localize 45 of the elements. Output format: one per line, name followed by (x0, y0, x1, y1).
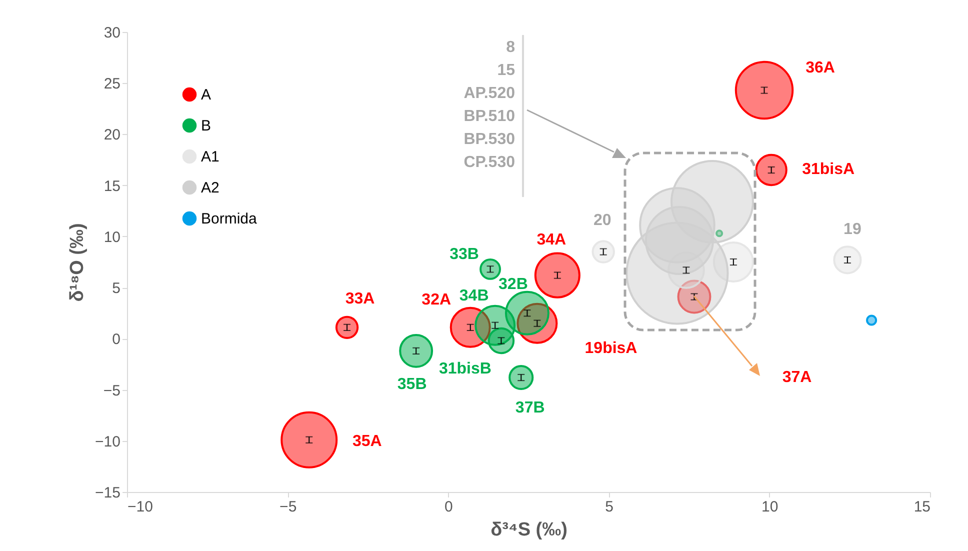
y-tick-label: 25 (104, 76, 120, 93)
y-tick-label: 30 (104, 24, 120, 42)
legend-label: A (201, 86, 212, 104)
x-tick-label: 15 (914, 498, 930, 516)
annotation: 34B (459, 287, 489, 304)
x-tick-label: 0 (444, 498, 453, 516)
annotation: 19bisA (584, 340, 638, 357)
x-axis-title: δ³⁴S (‰) (490, 520, 568, 540)
annotation: 31bisA (802, 161, 856, 178)
annotation: 19 (844, 220, 862, 238)
annotation: CP.530 (464, 154, 516, 171)
annotation: 15 (497, 62, 516, 79)
annotation: 32B (498, 276, 528, 294)
annotation: 34A (536, 231, 567, 248)
x-tick-label: 10 (762, 498, 778, 516)
legend-label: A2 (201, 180, 220, 196)
annotation: 31bisB (438, 360, 492, 378)
annotation: 35B (397, 376, 427, 393)
annotation: 35A (352, 432, 382, 450)
annotation: 8 (506, 39, 516, 56)
annotation: AP.520 (464, 85, 516, 102)
annotation: 37A (782, 369, 812, 386)
y-tick-label: 20 (104, 126, 120, 144)
x-tick-label: −10 (128, 498, 153, 516)
legend-label: Bormida (201, 210, 258, 228)
y-tick-label: −15 (95, 484, 120, 502)
x-tick-label: −5 (280, 498, 297, 516)
annotation: 33B (450, 246, 479, 264)
y-tick-label: 5 (112, 280, 120, 298)
y-tick-label: 15 (104, 178, 120, 195)
annotation: BP.510 (464, 108, 516, 125)
x-tick-label: 5 (605, 498, 614, 516)
annotation: 33A (345, 290, 376, 308)
y-tick-label: −5 (103, 382, 120, 400)
y-tick-label: 10 (104, 228, 120, 246)
annotation: 37B (515, 400, 545, 417)
legend-label: A1 (201, 148, 220, 166)
y-tick-label: −10 (95, 433, 120, 450)
annotation: 20 (593, 212, 612, 229)
y-axis-title: δ¹⁸O (‰) (67, 223, 88, 302)
y-tick-label: 0 (112, 331, 120, 348)
legend-label: B (201, 118, 212, 134)
annotation: 32A (422, 291, 452, 308)
annotation: 36A (806, 59, 836, 76)
annotation: BP.530 (464, 131, 516, 148)
